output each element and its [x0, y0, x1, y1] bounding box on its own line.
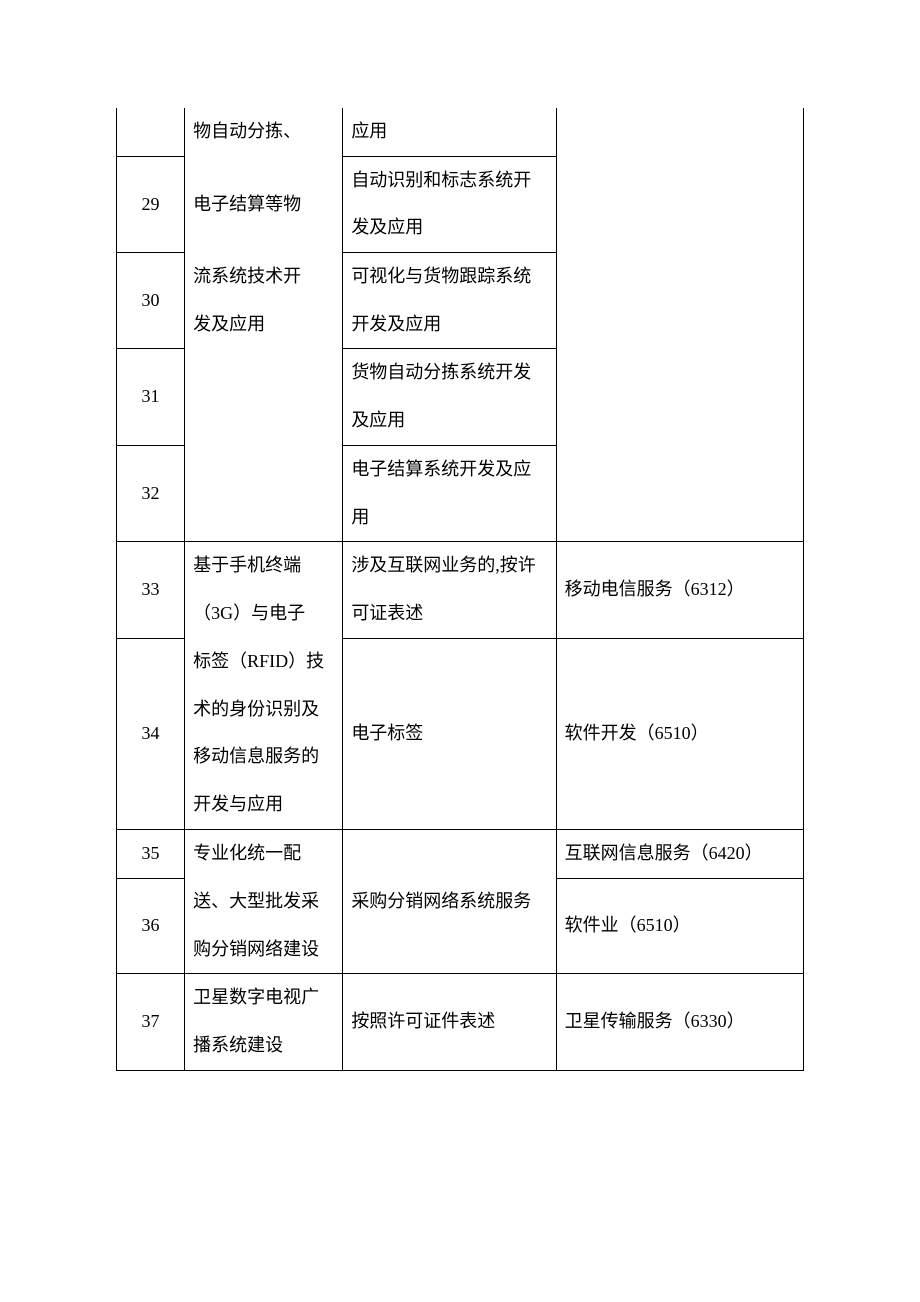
- table-row: 36 送、大型批发采购分销网络建设 采购分销网络系统服务 软件业（6510）: [117, 878, 804, 974]
- cell-col2: 流系统技术开: [185, 253, 343, 301]
- cell-col2: 物自动分拣、: [185, 108, 343, 156]
- cell-col3: 自动识别和标志系统开发及应用: [343, 156, 556, 252]
- cell-col3: 应用: [343, 108, 556, 156]
- cell-col4: 移动电信服务（6312）: [556, 542, 803, 638]
- table-row: 30 流系统技术开 可视化与货物跟踪系统开发及应用: [117, 253, 804, 301]
- cell-num: [117, 108, 185, 156]
- cell-col3: 按照许可证件表述: [343, 974, 556, 1070]
- cell-col4: [556, 349, 803, 445]
- cell-col3: 采购分销网络系统服务: [343, 878, 556, 974]
- cell-col2: [185, 349, 343, 445]
- cell-col2: 基于手机终端（3G）与电子: [185, 542, 343, 638]
- cell-col3: [343, 829, 556, 878]
- table-row: 34 标签（RFID）技术的身份识别及移动信息服务的开发与应用 电子标签 软件开…: [117, 638, 804, 829]
- cell-col2: [185, 445, 343, 541]
- cell-num: 32: [117, 445, 185, 541]
- cell-col3: 电子结算系统开发及应用: [343, 445, 556, 541]
- cell-col2: 发及应用: [185, 301, 343, 349]
- cell-col2: 电子结算等物: [185, 156, 343, 252]
- cell-col4: 软件业（6510）: [556, 878, 803, 974]
- cell-col4: [556, 156, 803, 252]
- cell-num: 29: [117, 156, 185, 252]
- cell-num: 35: [117, 829, 185, 878]
- cell-num: 30: [117, 253, 185, 349]
- cell-col4: 软件开发（6510）: [556, 638, 803, 829]
- table-row: 29 电子结算等物 自动识别和标志系统开发及应用: [117, 156, 804, 252]
- cell-num: 37: [117, 974, 185, 1070]
- cell-num: 31: [117, 349, 185, 445]
- table-row: 35 专业化统一配 互联网信息服务（6420）: [117, 829, 804, 878]
- table-row: 32 电子结算系统开发及应用: [117, 445, 804, 541]
- cell-col2: 卫星数字电视广播系统建设: [185, 974, 343, 1070]
- cell-col2: 标签（RFID）技术的身份识别及移动信息服务的开发与应用: [185, 638, 343, 829]
- table-row: 37 卫星数字电视广播系统建设 按照许可证件表述 卫星传输服务（6330）: [117, 974, 804, 1070]
- cell-col2: 专业化统一配: [185, 829, 343, 878]
- cell-col3: 货物自动分拣系统开发及应用: [343, 349, 556, 445]
- cell-col3: 电子标签: [343, 638, 556, 829]
- table-row: 33 基于手机终端（3G）与电子 涉及互联网业务的,按许可证表述 移动电信服务（…: [117, 542, 804, 638]
- cell-col4: [556, 253, 803, 349]
- main-table: 物自动分拣、 应用 29 电子结算等物 自动识别和标志系统开发及应用 30 流系…: [116, 108, 804, 1071]
- table-row: 物自动分拣、 应用: [117, 108, 804, 156]
- cell-col4: [556, 445, 803, 541]
- cell-col3: 涉及互联网业务的,按许可证表述: [343, 542, 556, 638]
- cell-col2: 送、大型批发采购分销网络建设: [185, 878, 343, 974]
- cell-col4: 卫星传输服务（6330）: [556, 974, 803, 1070]
- table-row: 31 货物自动分拣系统开发及应用: [117, 349, 804, 445]
- cell-col3: 可视化与货物跟踪系统开发及应用: [343, 253, 556, 349]
- cell-num: 33: [117, 542, 185, 638]
- cell-num: 36: [117, 878, 185, 974]
- cell-col4: 互联网信息服务（6420）: [556, 829, 803, 878]
- cell-num: 34: [117, 638, 185, 829]
- cell-col4: [556, 108, 803, 156]
